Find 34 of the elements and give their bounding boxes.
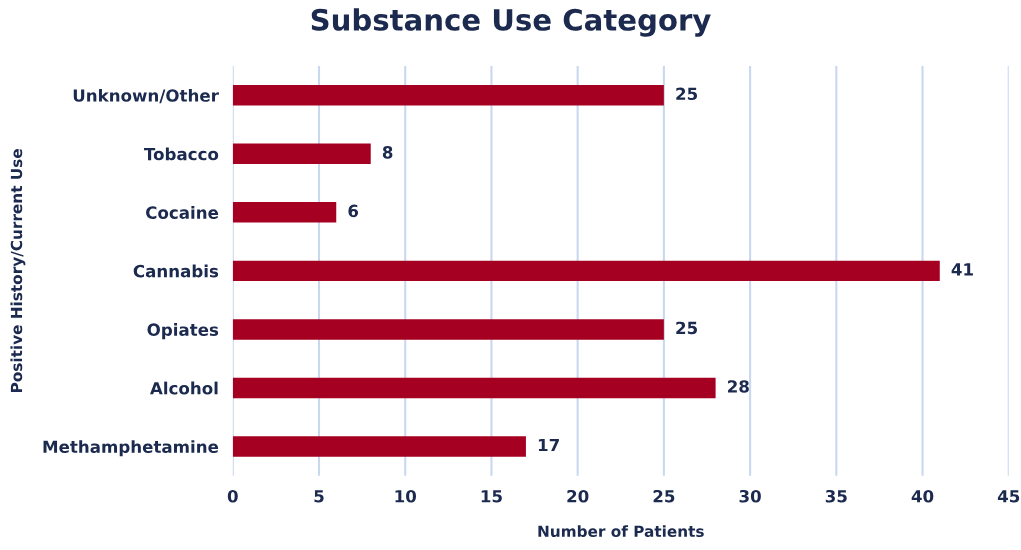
x-tick-label: 10 [395, 489, 417, 503]
x-tick-label: 15 [481, 490, 502, 503]
data-label: 8 [382, 146, 393, 159]
bar [232, 436, 526, 457]
x-tick-label: 40 [911, 489, 934, 503]
y-tick-label: Opiates [147, 323, 219, 340]
data-label: 28 [728, 380, 749, 393]
y-axis-title: Positive History/Current Use [10, 149, 26, 393]
x-tick-label: 35 [825, 489, 847, 503]
chart-title: Substance Use Category [311, 8, 711, 37]
x-tick-label: 20 [567, 489, 589, 503]
bar [232, 202, 337, 223]
data-label: 25 [676, 321, 698, 335]
data-label: 6 [348, 204, 359, 218]
bar [232, 377, 716, 399]
y-tick-label: Unknown/Other [73, 88, 219, 104]
x-tick-label: 0 [227, 489, 238, 503]
x-axis-title: Number of Patients [538, 525, 704, 538]
x-tick-label: 45 [997, 490, 1020, 503]
bar [232, 143, 371, 165]
data-label: 25 [676, 87, 698, 101]
y-tick-label: Alcohol [150, 381, 218, 395]
x-tick-label: 30 [739, 489, 761, 503]
bar [232, 85, 664, 106]
x-tick-label: 5 [314, 490, 324, 503]
y-tick-label: Cocaine [146, 206, 219, 219]
data-label: 17 [538, 438, 559, 452]
x-tick-label: 25 [653, 489, 675, 503]
y-tick-label: Tobacco [143, 147, 219, 161]
bar [232, 260, 940, 282]
bar [232, 319, 664, 340]
data-label: 41 [951, 263, 973, 276]
y-tick-label: Cannabis [133, 264, 219, 278]
y-tick-label: Methamphetamine [43, 440, 219, 457]
